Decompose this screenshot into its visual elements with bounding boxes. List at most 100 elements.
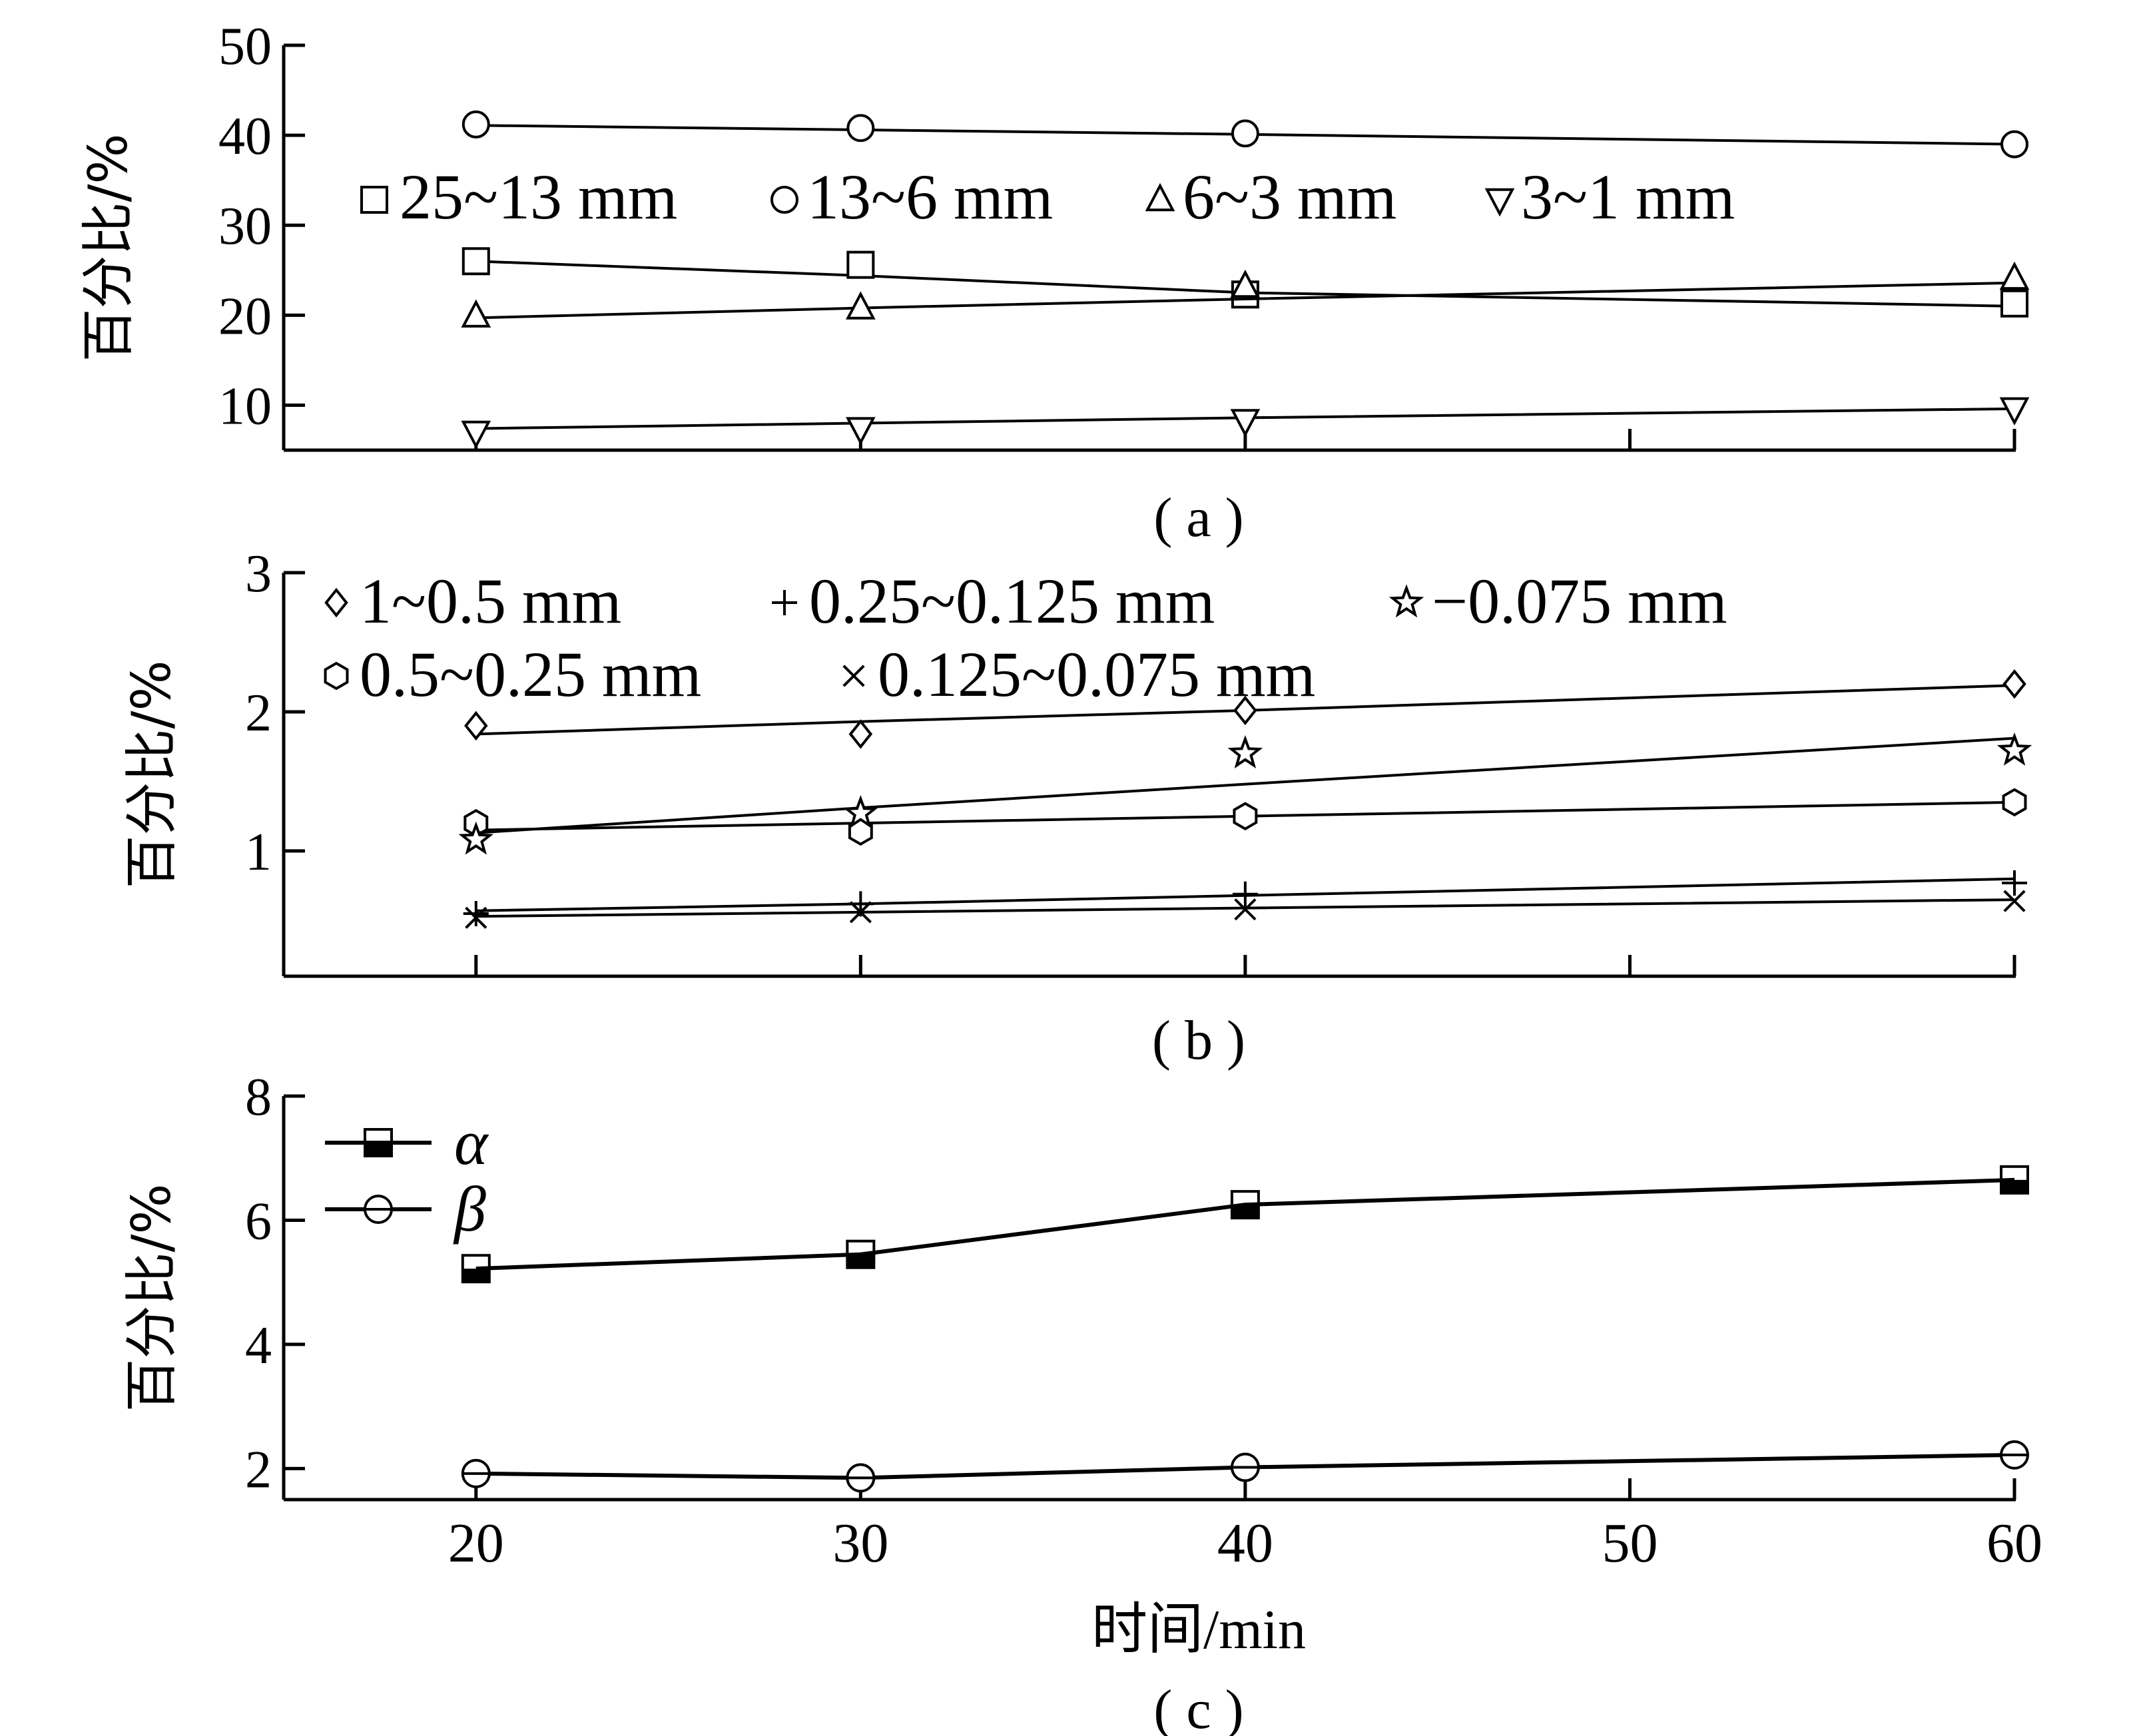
data-point-1-0 [461,1458,491,1488]
series-line-3 [475,407,2015,430]
y-tick-label: 3 [245,545,272,603]
data-point-1-2 [1231,119,1259,148]
legend-marker-b-4 [1388,584,1424,618]
data-point-2-3 [1999,261,2030,290]
data-point-3-3 [2003,890,2026,912]
legend-marker-c-1 [364,1195,393,1224]
data-point-0-3 [2000,1165,2029,1195]
x-tick-label: 30 [832,1512,888,1574]
data-point-3-0 [465,906,487,929]
data-point-3-1 [846,417,876,445]
data-point-2-2 [1232,881,1258,907]
series-line-2 [475,281,2015,320]
data-point-2-0 [463,900,489,926]
data-point-0-3 [2000,289,2028,318]
data-point-4-0 [458,821,494,855]
y-axis-label: 百分比/% [121,661,182,889]
y-axis-label: 百分比/% [121,1184,182,1412]
y-tick-label: 40 [218,107,272,166]
y-axis-label: 百分比/% [77,134,139,362]
data-point-1-2 [1233,802,1258,830]
data-point-3-1 [849,901,872,924]
legend-marker-c-0 [364,1128,393,1157]
data-point-1-0 [461,110,490,139]
panel-b: 1 2 3 百分比/% ( b ) 1~0.5 mm0.5~0.25 mm 0.25~0.1… [121,545,2032,1071]
y-tick-label: 50 [218,17,272,76]
legend-marker-b-0 [324,587,348,618]
y-tick-label: 8 [245,1068,272,1127]
legend-marker-a-1 [770,186,798,214]
data-point-4-1 [843,794,878,828]
data-point-0-1 [846,250,875,279]
data-point-1-3 [2002,788,2027,817]
series-line-0 [475,684,2015,736]
data-point-4-2 [1227,735,1263,768]
data-point-4-3 [1996,732,2032,766]
legend-label-a-1: 13~6 mm [807,161,1053,232]
data-point-0-0 [464,711,488,741]
panel-a: 10 20 30 40 50 百分比/% ( a ) 25~13 mm 13~6 mm 6~3 m… [77,17,2030,549]
x-tick-label: 50 [1602,1512,1658,1574]
legend-label-a-0: 25~13 mm [400,161,677,232]
panel-caption: ( b ) [1152,1010,1245,1071]
legend-label-a-2: 6~3 mm [1183,161,1396,232]
series-line-0 [475,1177,2015,1271]
series-line-1 [475,1452,2015,1480]
data-point-3-3 [1999,397,2030,426]
data-point-2-3 [2002,870,2027,896]
legend-label-b-2: 0.25~0.125 mm [809,565,1215,637]
data-point-0-0 [461,247,490,276]
data-point-1-3 [2000,130,2028,158]
y-tick-label: 2 [245,1440,272,1499]
legend-label-b-0: 1~0.5 mm [360,565,621,637]
legend-label-b-1: 0.5~0.25 mm [360,639,701,710]
data-point-0-0 [461,1254,491,1284]
data-point-2-2 [1230,269,1261,298]
legend-label-b-4: −0.075 mm [1432,565,1727,637]
data-point-1-1 [846,114,875,143]
series-line-4 [475,736,2015,834]
legend-label-c-1: β [453,1173,486,1245]
legend-marker-a-2 [1145,182,1175,212]
legend-label-b-3: 0.125~0.075 mm [878,639,1315,710]
data-point-2-0 [461,299,491,328]
legend-label-c-0: α [454,1107,489,1178]
data-point-0-3 [2002,669,2026,699]
data-point-0-2 [1233,695,1257,726]
x-tick-label: 20 [448,1512,504,1574]
series-line-1 [475,800,2015,832]
series-line-3 [475,898,2015,918]
y-tick-label: 4 [245,1316,272,1375]
data-point-0-1 [848,719,873,749]
y-tick-label: 10 [218,377,272,435]
legend-marker-a-3 [1484,188,1515,217]
series-line-2 [475,877,2015,912]
y-tick-label: 2 [245,684,272,742]
data-point-1-2 [1230,1452,1260,1482]
series-line-1 [475,124,2015,146]
legend-marker-b-3 [842,665,865,687]
legend-label-a-3: 3~1 mm [1521,161,1735,232]
data-point-1-3 [2000,1440,2029,1470]
series-line-0 [475,260,2015,308]
data-point-3-0 [461,420,491,449]
y-tick-label: 30 [218,197,272,256]
data-point-3-2 [1234,898,1257,921]
panel-caption: ( c ) [1153,1679,1243,1736]
data-point-0-2 [1230,1190,1260,1220]
data-point-1-1 [848,817,873,846]
y-tick-label: 20 [218,287,272,346]
y-tick-label: 6 [245,1192,272,1251]
legend-marker-b-1 [324,661,349,691]
x-tick-label: 60 [1986,1512,2042,1574]
x-tick-label: 40 [1217,1512,1273,1574]
data-point-2-1 [846,291,876,320]
data-point-1-1 [846,1463,876,1493]
y-tick-label: 1 [245,823,272,882]
data-point-0-1 [846,1239,876,1269]
legend-marker-b-2 [772,590,797,615]
legend-marker-a-0 [360,186,388,214]
x-axis-label: 时间/min [1091,1599,1306,1661]
panel-caption: ( a ) [1153,487,1243,549]
